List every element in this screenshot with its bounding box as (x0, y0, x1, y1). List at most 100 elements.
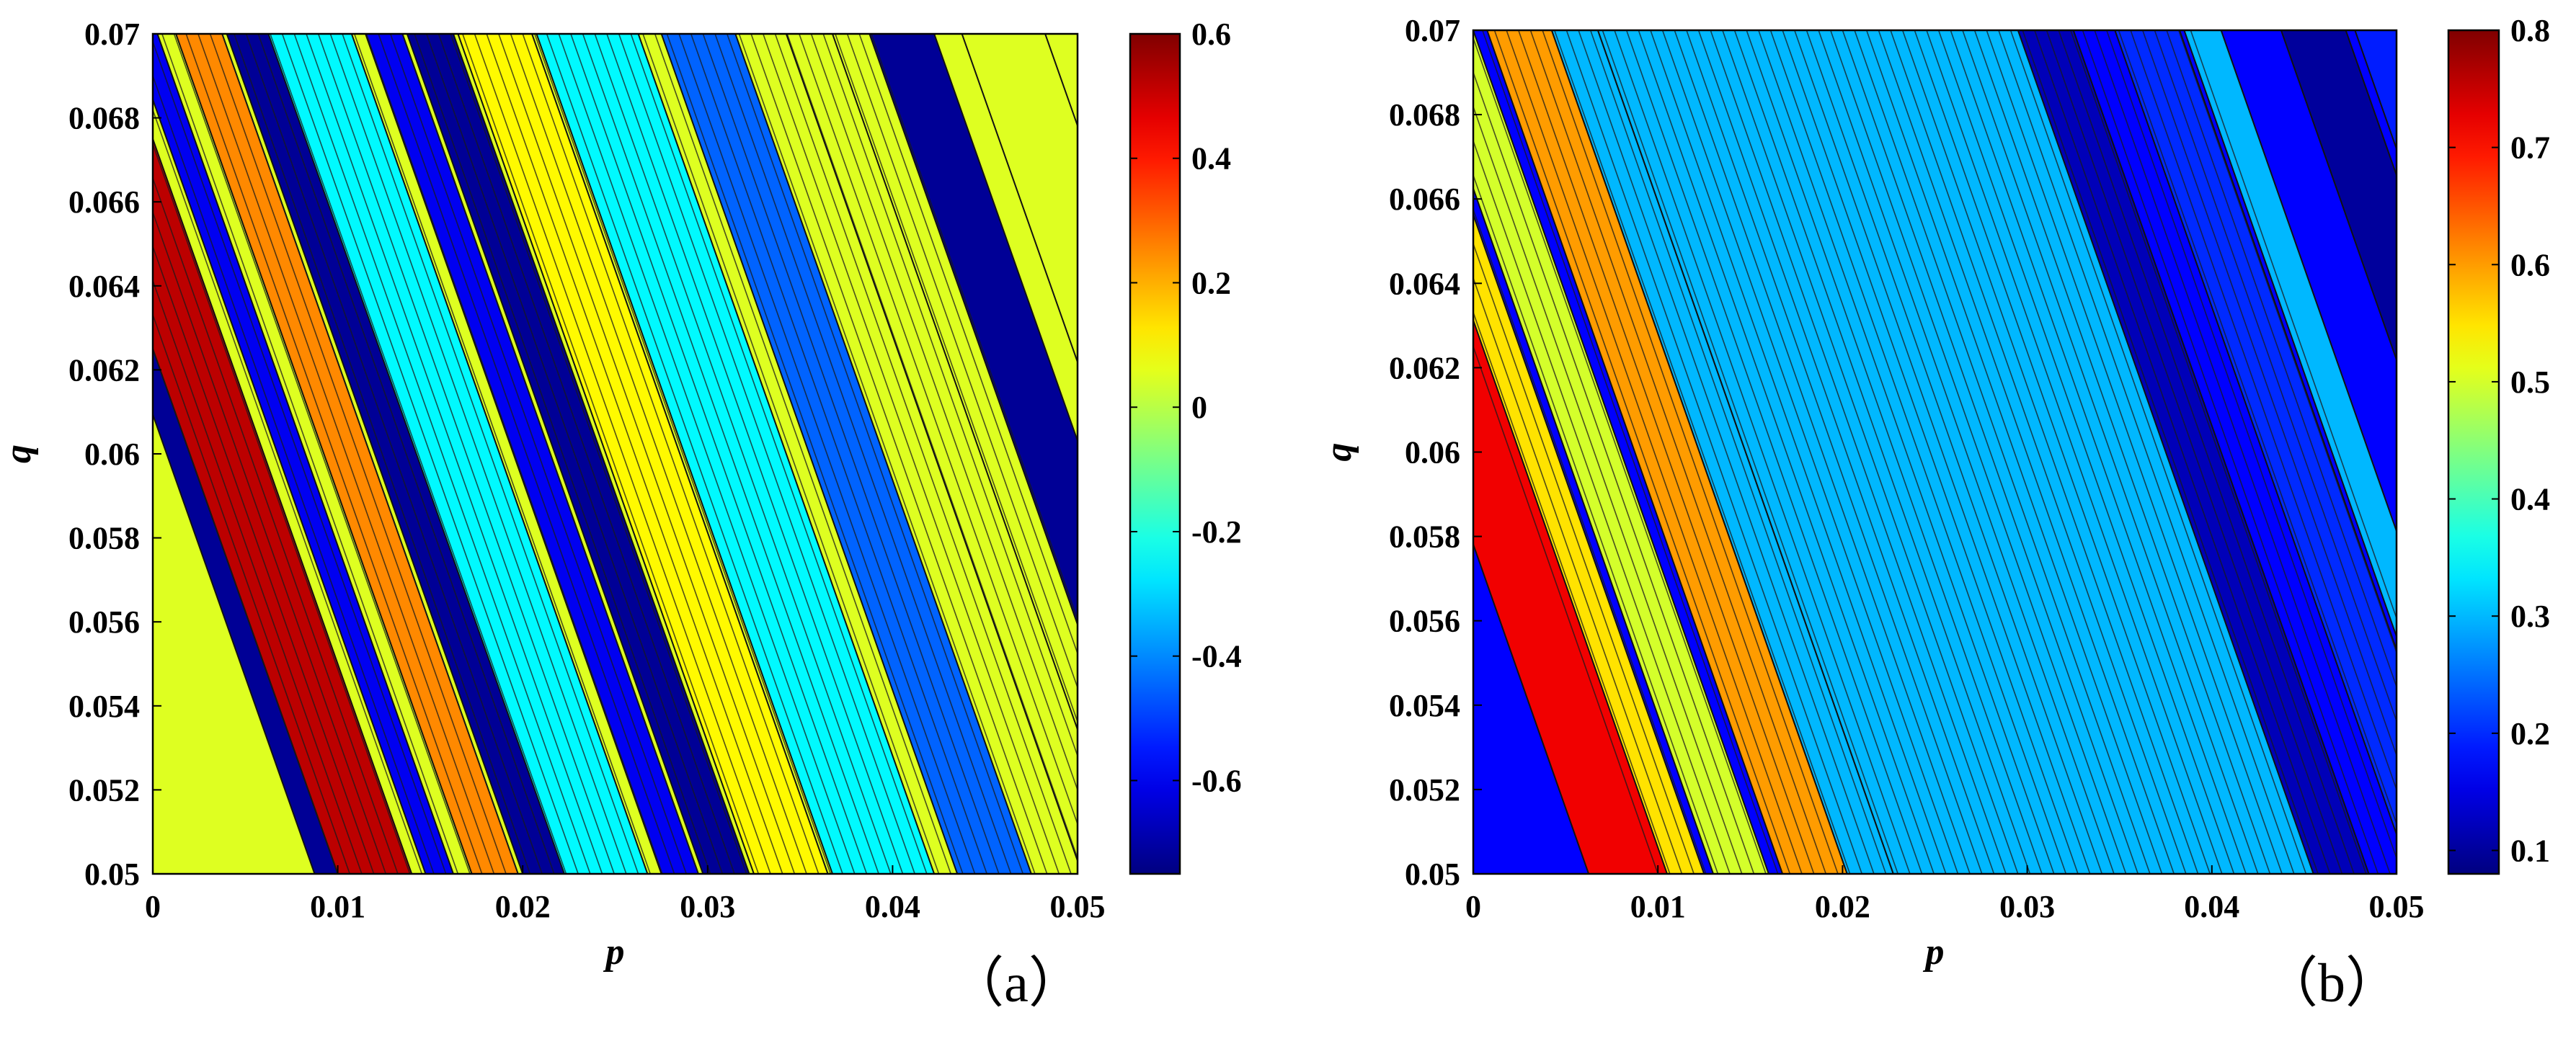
contour-line (450, 34, 747, 874)
contour-line (1926, 30, 2223, 874)
contour-line (486, 34, 783, 874)
heatmap-band (869, 34, 1078, 627)
y-axis-label: q (0, 444, 39, 463)
contour-line (1625, 30, 1923, 874)
y-tick-label: 0.05 (1405, 857, 1460, 892)
colorbar-tick-label: 0.6 (2510, 247, 2550, 282)
contour-line (618, 34, 915, 874)
contour-line (153, 279, 363, 874)
x-tick-label: 0.01 (1630, 889, 1686, 924)
contour-line (1473, 173, 1719, 874)
contour-line (426, 34, 724, 874)
contour-line (1506, 30, 1803, 874)
contour-line (2118, 30, 2397, 826)
contour-line (2009, 30, 2307, 874)
y-tick-label: 0.06 (84, 437, 140, 472)
contour-line (1962, 30, 2259, 874)
heatmap-band (536, 34, 936, 874)
heatmap (1473, 30, 2397, 874)
y-tick-label: 0.064 (68, 269, 140, 304)
colorbar-tick-label: 0.6 (1191, 17, 1231, 52)
contour-line (1473, 344, 1658, 874)
contour-line (1589, 30, 1887, 874)
contour-line (1998, 30, 2295, 874)
contour-line (1473, 104, 1743, 874)
contour-line (1782, 30, 2079, 874)
contour-line (1650, 30, 1947, 874)
x-axis-label: p (603, 931, 625, 973)
heatmap-band (2280, 30, 2397, 362)
x-tick-label: 0.03 (1999, 889, 2055, 924)
heatmap-band (1486, 30, 1848, 874)
contour-line (209, 34, 507, 874)
y-tick-label: 0.07 (84, 17, 140, 52)
heatmap-band (406, 34, 750, 874)
panel-label: （b） (2263, 953, 2400, 1014)
y-tick-label: 0.062 (68, 352, 140, 388)
contour-line (846, 34, 1078, 689)
contour-line (1890, 30, 2187, 874)
contour-line (2130, 30, 2397, 792)
colorbar-tick-label: 0 (1191, 390, 1207, 425)
contour-line (1482, 30, 1779, 874)
contour-line (1686, 30, 1983, 874)
contour-line (1614, 30, 1911, 874)
contour-line (1854, 30, 2151, 874)
contour-line (185, 34, 483, 874)
contour-line (378, 34, 675, 874)
x-tick-label: 0.02 (495, 889, 551, 924)
colorbar-tick-label: 0.5 (2510, 365, 2550, 400)
contour-line (173, 34, 471, 874)
colorbar-tick-label: 0.4 (2510, 482, 2550, 517)
contour-line (153, 73, 435, 874)
heatmap-band (1473, 30, 1769, 874)
contour-line (2058, 30, 2355, 874)
x-tick-label: 0.05 (1050, 889, 1106, 924)
contour-line (690, 34, 988, 874)
colorbar-tick-label: 0.8 (2510, 13, 2550, 48)
contour-line (1746, 30, 2043, 874)
contour-line (1473, 139, 1731, 874)
contour-line (401, 34, 699, 874)
contour-line (2177, 30, 2397, 655)
heatmap-band (1550, 30, 1894, 874)
contour-line (1733, 30, 2031, 874)
colorbar-tick-label: -0.4 (1191, 639, 1242, 674)
contour-line (2141, 30, 2397, 757)
x-tick-label: 0.01 (310, 889, 365, 924)
contour-line (389, 34, 688, 874)
colorbar-tick-label: 0.4 (1191, 141, 1231, 177)
contour-line (774, 34, 1072, 874)
y-tick-label: 0.066 (68, 184, 140, 220)
panel-label: （a） (949, 953, 1083, 1014)
contour-line (1901, 30, 2199, 874)
heatmap-band (785, 34, 1078, 863)
contour-line (1722, 30, 2019, 874)
heatmap-band (153, 136, 413, 874)
colorbar-tick-label: 0.2 (2510, 716, 2550, 751)
contour-line (1473, 276, 1683, 874)
contour-line (606, 34, 904, 874)
contour-line (1986, 30, 2283, 874)
contour-line (1493, 30, 1791, 874)
contour-line (630, 34, 928, 874)
contour-line (2190, 30, 2397, 620)
colorbar-tick-label: 0.2 (1191, 265, 1231, 300)
contour-line (197, 34, 495, 874)
contour-line (1950, 30, 2247, 874)
contour-line (546, 34, 843, 874)
x-tick-label: 0.05 (2369, 889, 2425, 924)
contour-line (2166, 30, 2397, 689)
heatmap-band (457, 34, 829, 874)
contour-line (234, 34, 531, 874)
contour-line (498, 34, 796, 874)
heatmap-band (2114, 30, 2397, 837)
contour-line (1710, 30, 2007, 874)
contour-line (317, 34, 615, 874)
contour-line (153, 347, 339, 874)
x-axis-label: p (1923, 931, 1945, 973)
contour-line (678, 34, 976, 874)
contour-line (871, 34, 1078, 621)
y-tick-label: 0.066 (1389, 182, 1460, 217)
